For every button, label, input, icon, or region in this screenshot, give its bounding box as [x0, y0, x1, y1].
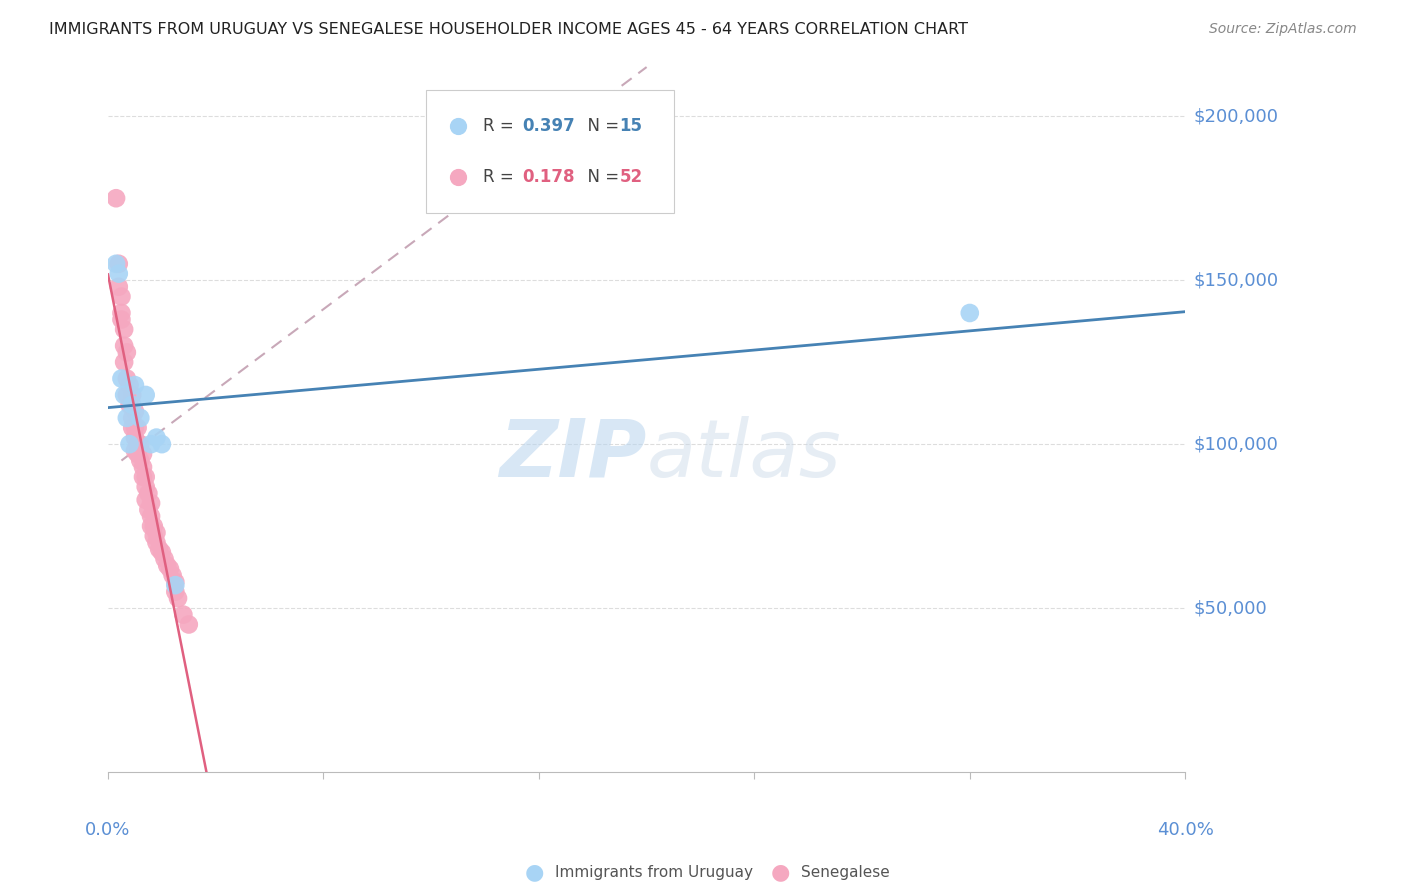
- Text: Immigrants from Uruguay: Immigrants from Uruguay: [555, 865, 754, 880]
- Text: $100,000: $100,000: [1194, 435, 1278, 453]
- Text: ●: ●: [770, 863, 790, 882]
- Text: ●: ●: [524, 863, 544, 882]
- Text: IMMIGRANTS FROM URUGUAY VS SENEGALESE HOUSEHOLDER INCOME AGES 45 - 64 YEARS CORR: IMMIGRANTS FROM URUGUAY VS SENEGALESE HO…: [49, 22, 969, 37]
- Text: atlas: atlas: [647, 416, 841, 493]
- Point: [105, 257, 128, 271]
- Point: [124, 404, 146, 418]
- Point: [118, 398, 141, 412]
- Point: [959, 306, 981, 320]
- Text: $200,000: $200,000: [1194, 107, 1278, 125]
- Point: [115, 371, 138, 385]
- Point: [110, 312, 132, 326]
- Point: [107, 257, 129, 271]
- Text: 52: 52: [620, 168, 643, 186]
- Point: [129, 453, 152, 467]
- Point: [121, 398, 143, 412]
- Point: [138, 486, 160, 500]
- Point: [124, 443, 146, 458]
- Text: 0.0%: 0.0%: [86, 822, 131, 839]
- Point: [110, 290, 132, 304]
- Point: [150, 545, 173, 559]
- Text: $150,000: $150,000: [1194, 271, 1278, 289]
- Point: [177, 617, 200, 632]
- Point: [118, 437, 141, 451]
- Point: [127, 447, 149, 461]
- Point: [139, 496, 162, 510]
- Point: [121, 421, 143, 435]
- Point: [127, 421, 149, 435]
- Point: [145, 525, 167, 540]
- Point: [138, 502, 160, 516]
- Point: [167, 591, 190, 606]
- Text: ZIP: ZIP: [499, 416, 647, 493]
- Point: [165, 574, 187, 589]
- Point: [139, 437, 162, 451]
- Point: [115, 411, 138, 425]
- Point: [145, 431, 167, 445]
- Point: [110, 371, 132, 385]
- Point: [145, 535, 167, 549]
- Point: [142, 529, 165, 543]
- Point: [165, 584, 187, 599]
- Point: [121, 388, 143, 402]
- Point: [139, 519, 162, 533]
- Point: [112, 355, 135, 369]
- Text: R =: R =: [482, 118, 519, 136]
- Point: [135, 480, 157, 494]
- Point: [110, 306, 132, 320]
- Point: [159, 562, 181, 576]
- Point: [118, 378, 141, 392]
- Point: [124, 421, 146, 435]
- Text: Source: ZipAtlas.com: Source: ZipAtlas.com: [1209, 22, 1357, 37]
- Point: [972, 765, 994, 780]
- Point: [172, 607, 194, 622]
- Point: [142, 519, 165, 533]
- Text: N =: N =: [576, 168, 624, 186]
- Point: [135, 492, 157, 507]
- Text: 0.397: 0.397: [523, 118, 575, 136]
- Point: [124, 378, 146, 392]
- Point: [165, 578, 187, 592]
- Text: $50,000: $50,000: [1194, 599, 1267, 617]
- Point: [148, 542, 170, 557]
- Point: [112, 339, 135, 353]
- Point: [105, 191, 128, 205]
- Point: [132, 447, 155, 461]
- Text: 15: 15: [620, 118, 643, 136]
- Point: [115, 345, 138, 359]
- Point: [132, 460, 155, 475]
- Text: R =: R =: [482, 168, 519, 186]
- Point: [112, 388, 135, 402]
- Point: [107, 267, 129, 281]
- Point: [107, 279, 129, 293]
- Text: Senegalese: Senegalese: [801, 865, 890, 880]
- Text: 40.0%: 40.0%: [1157, 822, 1213, 839]
- Point: [129, 437, 152, 451]
- Text: 0.178: 0.178: [523, 168, 575, 186]
- FancyBboxPatch shape: [426, 90, 673, 213]
- Point: [135, 470, 157, 484]
- Point: [156, 558, 179, 573]
- Point: [124, 431, 146, 445]
- Point: [153, 552, 176, 566]
- Point: [121, 411, 143, 425]
- Point: [162, 568, 184, 582]
- Point: [112, 322, 135, 336]
- Point: [129, 411, 152, 425]
- Point: [132, 470, 155, 484]
- Point: [135, 388, 157, 402]
- Point: [127, 437, 149, 451]
- Point: [150, 437, 173, 451]
- Text: N =: N =: [576, 118, 624, 136]
- Point: [115, 388, 138, 402]
- Point: [972, 765, 994, 780]
- Point: [139, 509, 162, 524]
